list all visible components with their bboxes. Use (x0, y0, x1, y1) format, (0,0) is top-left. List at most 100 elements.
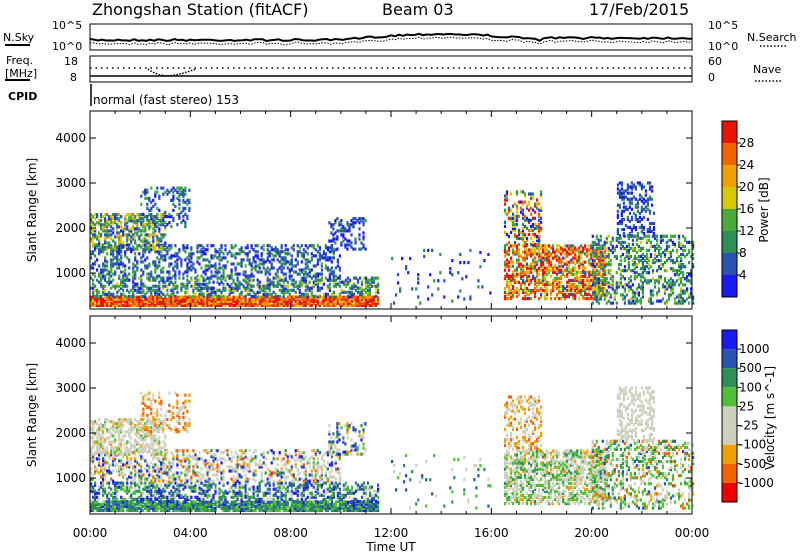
echo-cell (104, 276, 107, 280)
echo-cell (104, 219, 107, 223)
echo-cell (332, 297, 335, 301)
echo-cell (515, 204, 519, 208)
echo-cell (288, 274, 291, 278)
echo-cell (90, 213, 93, 217)
echo-cell (505, 243, 509, 247)
echo-cell (128, 508, 131, 512)
echo-cell (198, 282, 201, 286)
echo-cell (342, 229, 345, 233)
echo-cell (640, 209, 643, 213)
echo-cell (300, 303, 303, 307)
echo-cell (511, 264, 515, 268)
echo-cell (348, 508, 352, 512)
echo-cell (100, 213, 103, 217)
echo-cell (166, 303, 169, 307)
echo-cell (252, 266, 255, 270)
echo-cell (132, 292, 135, 296)
echo-cell (114, 219, 117, 223)
echo-cell (657, 265, 661, 269)
echo-cell (647, 248, 651, 252)
echo-cell (172, 202, 175, 206)
echo-cell (542, 272, 545, 276)
echo-cell (562, 286, 565, 291)
echo-cell (96, 258, 99, 262)
echo-cell (234, 301, 237, 305)
echo-cell (334, 506, 337, 510)
echo-cell (178, 256, 181, 260)
echo-cell (256, 254, 259, 258)
echo-cell (130, 297, 133, 301)
echo-cell (590, 272, 593, 276)
echo-cell (611, 275, 614, 279)
echo-cell (645, 234, 648, 238)
echo-cell (120, 260, 123, 264)
echo-cell (584, 288, 587, 293)
echo-cell (104, 223, 107, 227)
echo-cell (120, 295, 123, 299)
echo-cell (276, 270, 279, 274)
echo-cell (140, 508, 143, 512)
echo-cell (528, 228, 531, 232)
echo-cell (509, 230, 513, 235)
echo-cell (346, 243, 349, 247)
echo-cell (112, 264, 115, 268)
echo-cell (98, 239, 101, 243)
echo-cell (268, 286, 271, 290)
echo-cell (102, 297, 105, 301)
echo-cell (352, 303, 356, 307)
echo-cell (536, 246, 539, 250)
echo-cell (509, 264, 513, 268)
echo-cell (640, 185, 643, 189)
echo-cell (224, 295, 227, 299)
echo-cell (130, 303, 133, 307)
echo-cell (284, 502, 287, 506)
echo-cell (240, 506, 243, 510)
echo-cell (542, 270, 545, 274)
echo-cell (538, 238, 541, 243)
echo-cell (659, 259, 663, 263)
echo-cell (636, 232, 639, 236)
echo-cell (276, 284, 279, 288)
station-title: Zhongshan Station (fitACF) (92, 0, 309, 19)
echo-cell (586, 276, 589, 280)
echo-cell (300, 254, 303, 258)
echo-cell (306, 260, 309, 264)
echo-cell (362, 243, 365, 247)
y-tick-label: 2000 (55, 221, 86, 235)
echo-cell (94, 223, 97, 227)
echo-cell (246, 274, 249, 278)
echo-cell (284, 284, 287, 288)
echo-cell (142, 508, 145, 512)
echo-cell (128, 237, 131, 241)
echo-cell (505, 252, 509, 256)
power-ylabel: Slant Range [km] (25, 158, 39, 262)
echo-cell (576, 274, 579, 278)
echo-cell (562, 288, 565, 293)
echo-cell (316, 506, 319, 510)
echo-cell (256, 250, 259, 254)
echo-cell (256, 294, 259, 298)
echo-cell (322, 295, 325, 299)
echo-cell (362, 276, 366, 280)
echo-cell (368, 295, 372, 299)
echo-cell (586, 286, 589, 291)
echo-cell (568, 278, 571, 282)
echo-cell (242, 303, 245, 307)
echo-cell (274, 248, 277, 252)
echo-cell (657, 244, 661, 248)
echo-cell (132, 276, 135, 280)
echo-cell (290, 278, 293, 282)
echo-cell (126, 227, 129, 231)
echo-cell (140, 282, 143, 286)
echo-cell (234, 284, 237, 288)
echo-cell (170, 500, 173, 504)
echo-cell (564, 292, 567, 297)
echo-cell (611, 244, 614, 248)
echo-cell (336, 229, 339, 233)
echo-cell (601, 281, 604, 285)
echo-cell (635, 299, 638, 303)
echo-cell (190, 252, 193, 256)
echo-cell (252, 303, 255, 307)
echo-cell (140, 213, 143, 217)
echo-cell (90, 227, 93, 231)
